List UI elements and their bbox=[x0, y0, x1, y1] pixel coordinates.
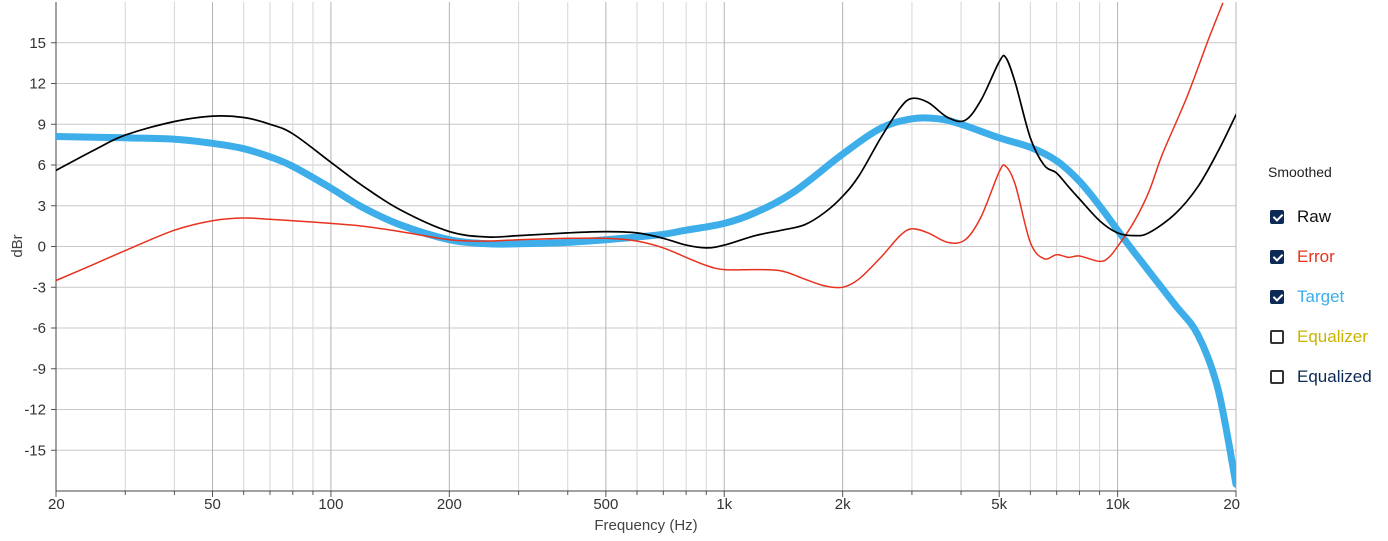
frequency-response-chart: 15 12 9 6 3 0 -3 -6 -9 -12 -15 20 50 100 200 500 1k 2k 5k… bbox=[9, 2, 1240, 534]
series-line-raw bbox=[56, 54, 1236, 249]
legend-item-error[interactable]: Error bbox=[1268, 237, 1386, 277]
x-tick-label: 2k bbox=[835, 496, 851, 513]
series-line-error bbox=[56, 2, 1224, 289]
legend-title: Smoothed bbox=[1268, 164, 1332, 180]
x-tick-label: 5k bbox=[991, 496, 1007, 513]
legend-label: Raw bbox=[1297, 207, 1332, 226]
checkbox-error[interactable] bbox=[1270, 250, 1284, 264]
legend-label: Target bbox=[1297, 287, 1345, 306]
legend-label: Equalized bbox=[1297, 367, 1372, 386]
x-tick-label: 500 bbox=[593, 496, 618, 513]
y-tick-label: 0 bbox=[38, 239, 46, 256]
y-tick-label: 15 bbox=[29, 35, 46, 52]
legend-label: Equalizer bbox=[1297, 327, 1368, 346]
y-tick-label: 9 bbox=[38, 116, 46, 133]
x-axis-title: Frequency (Hz) bbox=[594, 517, 697, 534]
series-line-target bbox=[56, 114, 1236, 488]
legend: Smoothed Raw Error Target Equalizer Equalize… bbox=[1268, 162, 1386, 397]
checkbox-equalizer[interactable] bbox=[1270, 330, 1284, 344]
legend-item-equalizer[interactable]: Equalizer bbox=[1268, 317, 1386, 357]
legend-item-equalized[interactable]: Equalized bbox=[1268, 357, 1386, 397]
y-axis-title: dBr bbox=[9, 234, 26, 257]
y-tick-labels: 15 12 9 6 3 0 -3 -6 -9 -12 -15 bbox=[24, 35, 56, 459]
y-tick-label: -3 bbox=[33, 279, 46, 296]
x-tick-label: 20 bbox=[1223, 496, 1240, 513]
x-tick-label: 50 bbox=[204, 496, 221, 513]
y-tick-label: -6 bbox=[33, 320, 46, 337]
legend-item-target[interactable]: Target bbox=[1268, 277, 1386, 317]
series-layer bbox=[56, 2, 1236, 488]
y-tick-label: -15 bbox=[24, 442, 46, 459]
legend-items: Raw Error Target Equalizer Equalized bbox=[1268, 197, 1386, 397]
checkbox-raw[interactable] bbox=[1270, 210, 1284, 224]
x-tick-label: 100 bbox=[318, 496, 343, 513]
x-tick-label: 1k bbox=[716, 496, 732, 513]
legend-label: Error bbox=[1297, 247, 1335, 266]
checkbox-equalized[interactable] bbox=[1270, 370, 1284, 384]
y-tick-label: 12 bbox=[29, 76, 46, 93]
x-tick-label: 200 bbox=[437, 496, 462, 513]
y-tick-label: -12 bbox=[24, 402, 46, 419]
x-tick-label: 10k bbox=[1106, 496, 1131, 513]
x-tick-label: 20 bbox=[48, 496, 65, 513]
y-tick-label: 3 bbox=[38, 198, 46, 215]
grid-lines bbox=[55, 2, 1237, 497]
legend-item-raw[interactable]: Raw bbox=[1268, 197, 1386, 237]
x-tick-labels: 20 50 100 200 500 1k 2k 5k 10k 20 bbox=[48, 496, 1240, 513]
y-tick-label: 6 bbox=[38, 157, 46, 174]
y-tick-label: -9 bbox=[33, 361, 46, 378]
checkbox-target[interactable] bbox=[1270, 290, 1284, 304]
